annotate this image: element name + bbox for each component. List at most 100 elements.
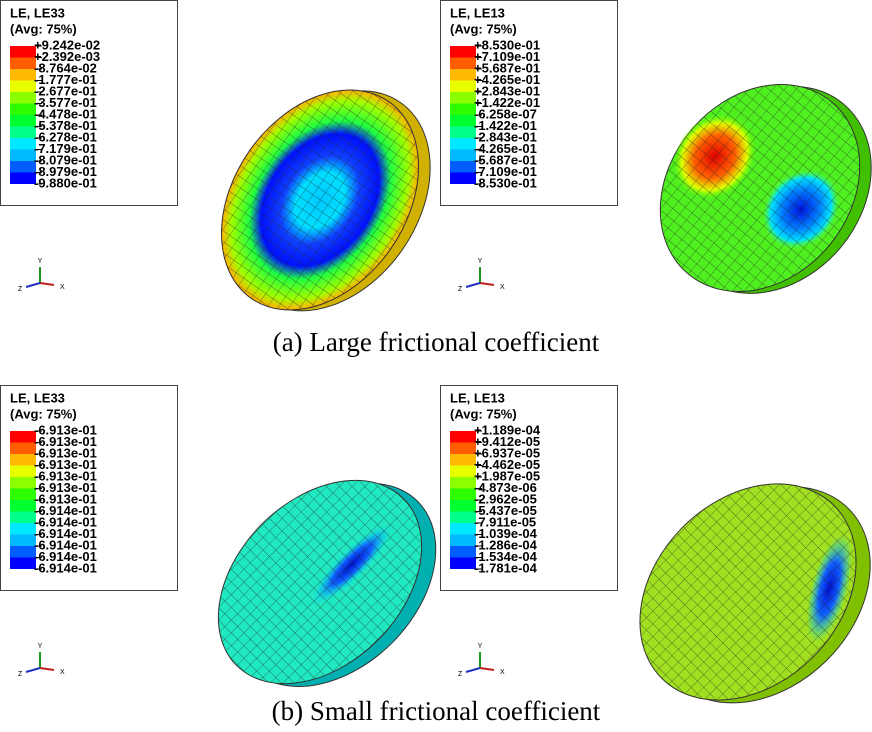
color-band: [450, 488, 476, 500]
color-band: [10, 126, 36, 138]
color-band: [450, 454, 476, 466]
legend-subtitle: (Avg: 75%): [10, 21, 77, 36]
legend-title: LE, LE33: [10, 5, 65, 20]
legend: LE, LE13(Avg: 75%)+8.530e-01+7.109e-01+5…: [440, 0, 618, 206]
triad-label: Y: [478, 258, 483, 265]
triad-z: [25, 667, 41, 673]
color-band: [450, 431, 476, 443]
legend: LE, LE13(Avg: 75%)+1.189e-04+9.412e-05+6…: [440, 385, 618, 591]
legend-value: -6.913e-01: [34, 480, 97, 495]
color-band: [450, 126, 476, 138]
triad-x: [479, 282, 495, 286]
legend-value: +8.530e-01: [474, 37, 540, 52]
caption: (a) Large frictional coefficient: [273, 327, 600, 357]
legend-value: -5.437e-05: [474, 503, 537, 518]
triad-label: X: [60, 284, 65, 291]
legend-title: LE, LE13: [450, 390, 505, 405]
color-band: [10, 138, 36, 150]
color-band: [10, 442, 36, 454]
triad-label: X: [500, 669, 505, 676]
legend-value: -7.911e-05: [474, 514, 536, 529]
legend-value: -6.913e-01: [34, 434, 97, 449]
color-band: [450, 511, 476, 523]
color-band: [10, 465, 36, 477]
legend-value: +2.392e-03: [34, 49, 100, 64]
legend-value: -7.179e-01: [34, 141, 97, 156]
color-band: [10, 454, 36, 466]
triad-label: X: [60, 669, 65, 676]
triad-label: Z: [458, 671, 463, 678]
axis-triad: Y X Z: [18, 258, 65, 293]
triad-label: Z: [18, 671, 23, 678]
color-band: [450, 80, 476, 92]
legend-value: -6.278e-01: [34, 129, 97, 144]
color-band: [10, 477, 36, 489]
color-band: [10, 92, 36, 104]
legend-value: -4.265e-01: [474, 141, 537, 156]
color-band: [450, 46, 476, 58]
legend-value: -7.109e-01: [474, 164, 537, 179]
triad-label: Y: [478, 643, 483, 650]
legend-value: -9.880e-01: [34, 175, 97, 190]
color-band: [10, 57, 36, 69]
color-band: [450, 534, 476, 546]
legend-value: +5.687e-01: [474, 60, 540, 75]
color-band: [450, 500, 476, 512]
triad-label: X: [500, 284, 505, 291]
legend-value: -6.913e-01: [34, 491, 97, 506]
triad-label: Z: [18, 286, 23, 293]
color-band: [450, 477, 476, 489]
model-2: [659, 84, 872, 294]
color-band: [450, 138, 476, 150]
color-band: [10, 557, 36, 569]
legend-value: -8.764e-02: [34, 60, 97, 75]
triad-x: [479, 667, 495, 671]
triad-z: [465, 282, 481, 288]
color-band: [450, 523, 476, 535]
color-band: [10, 546, 36, 558]
model-3: [217, 479, 437, 687]
axis-triad: Y X Z: [18, 643, 65, 678]
legend-value: -6.914e-01: [34, 503, 97, 518]
legend-value: -5.687e-01: [474, 152, 537, 167]
color-band: [450, 172, 476, 184]
legend-value: +4.462e-05: [474, 457, 540, 472]
color-band: [10, 431, 36, 443]
color-band: [450, 92, 476, 104]
color-band: [10, 103, 36, 115]
model-1: [221, 89, 431, 312]
axis-triad: Y X Z: [458, 643, 505, 678]
legend-value: -6.258e-07: [474, 106, 537, 121]
color-band: [450, 557, 476, 569]
legend: LE, LE33(Avg: 75%)-6.913e-01-6.913e-01-6…: [0, 385, 178, 591]
legend-subtitle: (Avg: 75%): [450, 21, 517, 36]
triad-label: Y: [38, 643, 43, 650]
legend-value: +1.422e-01: [474, 95, 540, 110]
legend-value: -6.913e-01: [34, 468, 97, 483]
color-band: [10, 172, 36, 184]
legend-value: -3.577e-01: [34, 95, 97, 110]
legend-value: -4.478e-01: [34, 106, 97, 121]
legend-title: LE, LE33: [10, 390, 65, 405]
color-band: [450, 69, 476, 81]
color-band: [10, 115, 36, 127]
color-band: [450, 57, 476, 69]
legend-value: -6.913e-01: [34, 445, 97, 460]
legend-value: -2.677e-01: [34, 83, 97, 98]
color-band: [10, 149, 36, 161]
legend-value: +1.987e-05: [474, 468, 540, 483]
legend-value: -2.962e-05: [474, 491, 537, 506]
triad-label: Y: [38, 258, 43, 265]
color-band: [450, 161, 476, 173]
legend-value: +9.242e-02: [34, 37, 100, 52]
legend-value: -5.378e-01: [34, 118, 97, 133]
triad-x: [39, 667, 55, 671]
color-band: [10, 46, 36, 58]
color-band: [450, 103, 476, 115]
legend-value: -1.286e-04: [474, 537, 538, 552]
legend-value: +1.189e-04: [474, 422, 541, 437]
triad-z: [25, 282, 41, 288]
legend-value: -1.039e-04: [474, 526, 538, 541]
